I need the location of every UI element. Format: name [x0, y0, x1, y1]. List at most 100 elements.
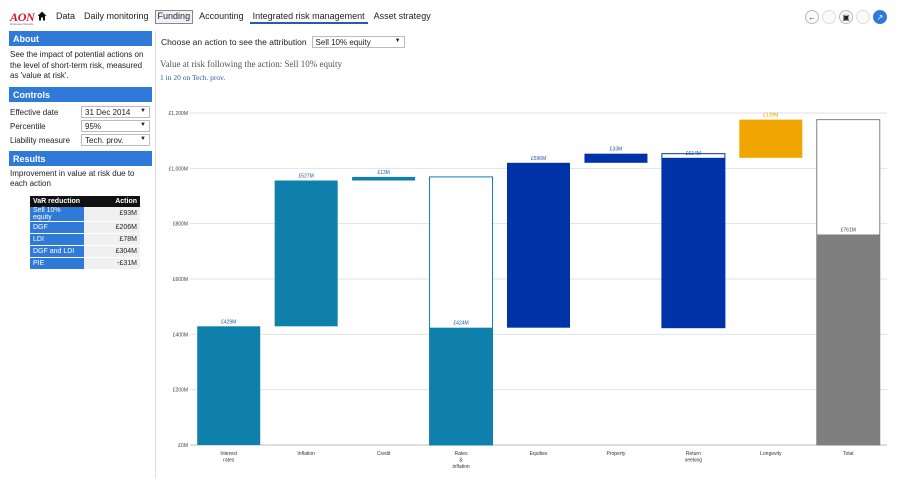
bar — [584, 153, 648, 163]
table-row: LDI £78M — [30, 233, 140, 246]
var-reduction-table: VaR reduction Action Sell 10% equity £93M… — [30, 195, 140, 270]
controls-list: Effective date 31 Dec 2014 ▼ Percentile … — [9, 102, 152, 151]
chart-title: Value at risk following the action: Sell… — [160, 59, 342, 69]
x-tick-label: Inflation — [297, 451, 315, 457]
nav-integrated-risk-management[interactable]: Integrated risk management — [249, 10, 368, 24]
control-label: Effective date — [10, 107, 59, 117]
select-value: 31 Dec 2014 — [85, 108, 131, 117]
y-tick-label: £1,200M — [169, 111, 188, 117]
toolbar-icons: ← ▣ ↗ — [805, 10, 887, 24]
x-tick-label: Credit — [377, 451, 391, 457]
table-header: VaR reduction — [30, 195, 84, 207]
table-body: Sell 10% equity £93M DGF £206M LDI £78M DGF an… — [30, 206, 140, 270]
data-label: £761M — [841, 227, 856, 233]
y-tick-label: £1,000M — [169, 166, 188, 172]
table-row: DGF and LDI £304M — [30, 245, 140, 258]
dropdown-arrow-icon: ▼ — [140, 108, 146, 114]
bar — [507, 162, 570, 328]
bar — [352, 176, 416, 181]
var-reduction-cell: £304M — [84, 245, 140, 258]
logo-tagline: Empower Results — [10, 22, 34, 26]
main-panel: Choose an action to see the attribution … — [155, 31, 888, 478]
x-tick-label: Total — [843, 451, 854, 457]
table-header: Action — [84, 195, 140, 207]
data-label: £527M — [299, 174, 314, 180]
nav-accounting[interactable]: Accounting — [199, 11, 244, 21]
control-label: Percentile — [10, 121, 46, 131]
data-label: £424M — [453, 321, 468, 327]
bar — [739, 119, 803, 158]
export-icon[interactable]: ↗ — [873, 10, 887, 24]
data-label: £13M — [377, 170, 390, 176]
var-reduction-cell: £78M — [84, 233, 140, 246]
x-tick-label: Return — [686, 451, 701, 457]
data-label: £33M — [610, 147, 623, 153]
select-value: 95% — [85, 122, 102, 131]
effective-date-select[interactable]: 31 Dec 2014 ▼ — [81, 106, 150, 118]
var-reduction-cell: £206M — [84, 221, 140, 234]
waterfall-chart: £0M £200M £400M £600M £800M £1,000M £1,200M £42… — [169, 111, 887, 470]
control-label: Liability measure — [10, 135, 71, 145]
bar — [274, 180, 338, 327]
nav-funding[interactable]: Funding — [154, 10, 194, 24]
data-label: £614M — [686, 151, 701, 157]
top-bar: AON Empower Results Data Daily monitoring… — [0, 0, 901, 30]
x-tick-label: Longevity — [760, 451, 782, 457]
left-panel: About See the impact of potential action… — [9, 31, 152, 270]
x-tick-label: inflation — [452, 464, 469, 470]
y-tick-label: £200M — [173, 388, 188, 394]
bar — [661, 157, 725, 328]
about-text: See the impact of potential actions on t… — [10, 50, 144, 80]
action-name-cell: PIE — [30, 257, 84, 270]
chart-subtitle: 1 in 20 on Tech. prov. — [160, 73, 226, 82]
select-value: Tech. prov. — [85, 136, 124, 145]
action-name-cell: DGF and LDI — [30, 245, 84, 258]
control-effective-date: Effective date 31 Dec 2014 ▼ — [9, 106, 152, 119]
dropdown-arrow-icon: ▼ — [140, 122, 146, 128]
action-select[interactable]: Sell 10% equity ▼ — [311, 36, 405, 48]
aon-logo: AON — [10, 10, 35, 24]
x-tick-label: Equities — [530, 451, 548, 457]
y-tick-label: £0M — [178, 443, 188, 449]
control-liability-measure: Liability measure Tech. prov. ▼ — [9, 134, 152, 147]
x-tick-label: Interest — [220, 451, 237, 457]
nav-data[interactable]: Data — [56, 11, 76, 21]
action-name-cell: Sell 10% equity — [30, 206, 84, 222]
circle-icon[interactable] — [822, 10, 836, 24]
back-icon[interactable]: ← — [805, 10, 819, 24]
action-name-cell: LDI — [30, 233, 84, 246]
y-tick-label: £800M — [173, 222, 188, 228]
dropdown-arrow-icon: ▼ — [394, 38, 401, 44]
nav-asset-strategy[interactable]: Asset strategy — [373, 11, 431, 21]
table-row: PIE -£31M — [30, 257, 140, 270]
controls-header: Controls — [9, 86, 152, 102]
select-value: Sell 10% equity — [315, 38, 371, 47]
bar — [197, 326, 261, 445]
bar — [816, 234, 880, 445]
table-row: DGF £206M — [30, 221, 140, 234]
action-label: Choose an action to see the attribution — [161, 37, 307, 47]
x-tick-label: Property — [606, 451, 625, 457]
x-tick-label: seeking — [685, 458, 702, 464]
x-tick-label: Rates — [455, 451, 469, 457]
percentile-select[interactable]: 95% ▼ — [81, 120, 150, 132]
main-nav: Data Daily monitoring Funding Accounting Int… — [53, 10, 437, 24]
nav-daily-monitoring[interactable]: Daily monitoring — [84, 11, 149, 21]
x-tick-label: rates — [223, 458, 235, 464]
dropdown-arrow-icon: ▼ — [140, 136, 146, 142]
control-percentile: Percentile 95% ▼ — [9, 120, 152, 133]
var-reduction-cell: -£31M — [84, 257, 140, 270]
table-header-row: VaR reduction Action — [30, 195, 140, 207]
var-reduction-cell: £93M — [84, 206, 140, 222]
circle-icon[interactable] — [856, 10, 870, 24]
data-label: £596M — [531, 156, 546, 162]
liability-measure-select[interactable]: Tech. prov. ▼ — [81, 134, 150, 146]
bar — [429, 327, 493, 445]
home-icon[interactable] — [37, 11, 47, 21]
y-tick-label: £600M — [173, 277, 188, 283]
action-selector-row: Choose an action to see the attribution … — [161, 36, 405, 48]
camera-icon[interactable]: ▣ — [839, 10, 853, 24]
results-header: Results — [9, 150, 152, 166]
table-row: Sell 10% equity £93M — [30, 206, 140, 222]
x-tick-label: & — [459, 458, 463, 464]
